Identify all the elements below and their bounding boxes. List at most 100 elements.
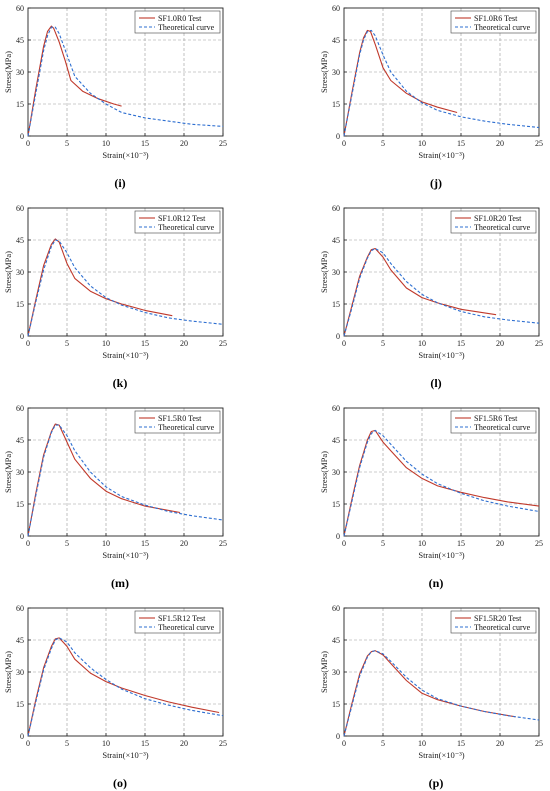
x-tick-label: 0 <box>26 739 30 748</box>
chart-panel: 0 5 10 15 20 25 0 15 30 45 60 Strain(×10⁻³) Stress(M… <box>316 200 550 380</box>
x-tick-label: 10 <box>418 339 426 348</box>
panel-label: (m) <box>111 576 129 590</box>
x-tick-label: 5 <box>65 739 69 748</box>
x-axis-label: Strain(×10⁻³) <box>102 350 148 360</box>
theoretical-curve <box>27 424 224 537</box>
y-tick-label: 45 <box>332 236 340 245</box>
x-tick-label: 15 <box>457 339 465 348</box>
legend-box <box>134 210 221 234</box>
x-tick-label: 10 <box>418 139 426 148</box>
y-tick-label: 60 <box>16 204 24 213</box>
x-tick-label: 25 <box>535 139 543 148</box>
y-tick-label: 0 <box>336 532 340 541</box>
legend-entry: Theoretical curve <box>158 23 215 32</box>
x-tick-label: 10 <box>102 339 110 348</box>
y-tick-label: 45 <box>16 236 24 245</box>
x-tick-label: 0 <box>342 139 346 148</box>
x-tick-label: 20 <box>180 739 188 748</box>
panel-label: (p) <box>428 776 444 790</box>
y-tick-label: 15 <box>332 300 340 309</box>
x-tick-label: 15 <box>457 139 465 148</box>
x-tick-label: 15 <box>457 739 465 748</box>
y-tick-label: 15 <box>332 500 340 509</box>
legend-box <box>450 210 537 234</box>
y-axis-label: Stress(MPa) <box>319 51 329 93</box>
x-axis-label: Strain(×10⁻³) <box>418 550 464 560</box>
x-tick-label: 10 <box>418 539 426 548</box>
chart-svg: 0 5 10 15 20 25 0 15 30 45 60 Strain(×10⁻³) Stress(M… <box>3 604 227 760</box>
y-tick-label: 0 <box>336 132 340 141</box>
x-axis-label: Strain(×10⁻³) <box>418 150 464 160</box>
x-tick-label: 0 <box>342 739 346 748</box>
y-tick-label: 15 <box>332 100 340 109</box>
x-tick-label: 20 <box>496 739 504 748</box>
y-axis-label: Stress(MPa) <box>3 251 13 293</box>
y-tick-label: 15 <box>16 100 24 109</box>
x-tick-label: 25 <box>219 739 227 748</box>
y-tick-label: 30 <box>332 68 340 77</box>
x-tick-label: 0 <box>342 339 346 348</box>
x-tick-label: 25 <box>219 139 227 148</box>
x-tick-label: 20 <box>496 539 504 548</box>
legend-entry: Theoretical curve <box>474 423 531 432</box>
legend-entry: SF1.5R6 Test <box>474 414 518 423</box>
x-tick-label: 10 <box>102 739 110 748</box>
y-tick-label: 0 <box>20 532 24 541</box>
chart-panel: 0 5 10 15 20 25 0 15 30 45 60 Strain(×10⁻³) Stress(M… <box>316 600 550 780</box>
theoretical-curve <box>27 637 224 737</box>
legend-box <box>450 410 537 434</box>
panel-label: (l) <box>430 376 442 390</box>
y-tick-label: 0 <box>336 732 340 741</box>
x-tick-label: 0 <box>26 339 30 348</box>
legend-entry: SF1.5R12 Test <box>158 614 206 623</box>
y-tick-label: 45 <box>332 636 340 645</box>
x-axis-label: Strain(×10⁻³) <box>102 550 148 560</box>
y-tick-label: 15 <box>16 700 24 709</box>
y-tick-label: 60 <box>332 404 340 413</box>
y-tick-label: 30 <box>16 268 24 277</box>
legend-entry: SF1.0R12 Test <box>158 214 206 223</box>
theoretical-curve <box>343 29 540 137</box>
x-tick-label: 25 <box>219 539 227 548</box>
y-tick-label: 15 <box>16 500 24 509</box>
y-axis-label: Stress(MPa) <box>3 651 13 693</box>
x-tick-label: 5 <box>381 539 385 548</box>
y-axis-label: Stress(MPa) <box>319 651 329 693</box>
x-tick-label: 5 <box>381 339 385 348</box>
x-tick-label: 0 <box>26 539 30 548</box>
y-tick-label: 0 <box>20 132 24 141</box>
x-tick-label: 20 <box>180 139 188 148</box>
chart-svg: 0 5 10 15 20 25 0 15 30 45 60 Strain(×10⁻³) Stress(M… <box>319 4 543 160</box>
panel-label: (k) <box>112 376 128 390</box>
y-tick-label: 0 <box>20 732 24 741</box>
x-axis-label: Strain(×10⁻³) <box>102 750 148 760</box>
y-tick-label: 60 <box>332 604 340 613</box>
legend-box <box>450 10 537 34</box>
y-tick-label: 30 <box>16 68 24 77</box>
x-tick-label: 25 <box>219 339 227 348</box>
x-tick-label: 5 <box>381 739 385 748</box>
y-tick-label: 45 <box>332 36 340 45</box>
legend-box <box>134 10 221 34</box>
x-tick-label: 5 <box>65 539 69 548</box>
test-curve <box>27 25 122 137</box>
x-tick-label: 20 <box>496 339 504 348</box>
x-tick-label: 10 <box>102 139 110 148</box>
x-tick-label: 20 <box>180 539 188 548</box>
x-axis-label: Strain(×10⁻³) <box>102 150 148 160</box>
x-tick-label: 10 <box>102 539 110 548</box>
y-tick-label: 30 <box>332 468 340 477</box>
legend-entry: Theoretical curve <box>474 23 531 32</box>
x-tick-label: 25 <box>535 339 543 348</box>
legend-box <box>450 610 537 634</box>
test-curve <box>343 29 458 137</box>
chart-panel: 0 5 10 15 20 25 0 15 30 45 60 Strain(×10⁻³) Stress(M… <box>0 600 240 780</box>
chart-panel: 0 5 10 15 20 25 0 15 30 45 60 Strain(×10⁻³) Stress(M… <box>0 0 240 180</box>
test-curve <box>343 429 540 537</box>
y-tick-label: 60 <box>16 604 24 613</box>
x-tick-label: 0 <box>26 139 30 148</box>
chart-panel: 0 5 10 15 20 25 0 15 30 45 60 Strain(×10⁻³) Stress(M… <box>316 400 550 580</box>
panel-label: (n) <box>428 576 444 590</box>
y-tick-label: 0 <box>20 332 24 341</box>
legend-box <box>134 410 221 434</box>
